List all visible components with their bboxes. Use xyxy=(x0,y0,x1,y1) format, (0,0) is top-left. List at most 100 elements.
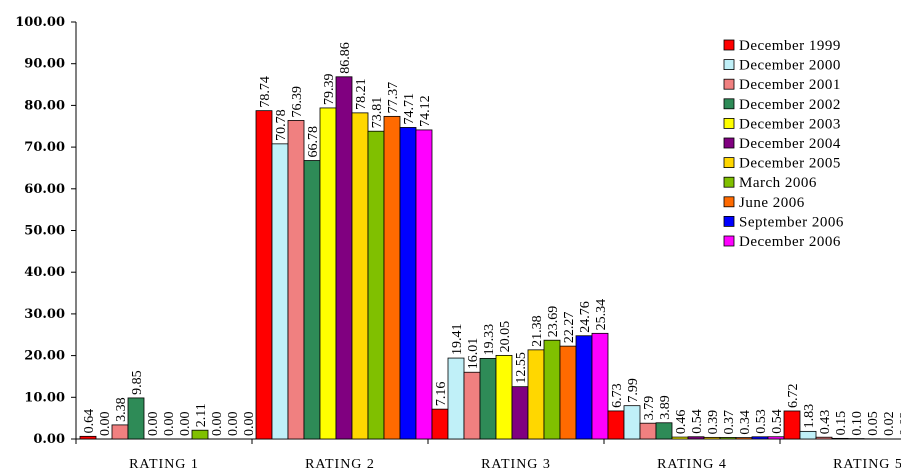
bar xyxy=(831,437,849,440)
data-label: 0.05 xyxy=(866,411,881,436)
y-tick-label: 70.00 xyxy=(24,140,65,155)
legend: December 1999 December 2000 December 2001 D… xyxy=(723,38,844,250)
data-label: 0.15 xyxy=(834,411,849,436)
bar xyxy=(335,76,353,440)
data-label: 16.01 xyxy=(466,338,481,370)
bars xyxy=(79,76,901,440)
data-label: 0.00 xyxy=(178,412,193,437)
data-label: 0.00 xyxy=(146,412,161,437)
legend-label: June 2006 xyxy=(739,195,805,211)
data-label: 70.78 xyxy=(274,109,289,141)
data-label: 0.39 xyxy=(706,410,721,435)
data-label: 0.00 xyxy=(162,412,177,437)
data-label: 66.78 xyxy=(306,126,321,158)
bar xyxy=(719,437,737,440)
bar xyxy=(319,107,337,440)
data-label: 78.74 xyxy=(258,76,273,108)
data-label: 23.69 xyxy=(546,306,561,338)
legend-swatch xyxy=(723,235,735,247)
data-label: 24.76 xyxy=(578,301,593,333)
category-label: RATING 5 xyxy=(833,457,901,471)
bar xyxy=(543,339,561,440)
data-label: 0.53 xyxy=(754,409,769,434)
data-label: 2.11 xyxy=(194,403,209,427)
legend-label: December 2001 xyxy=(739,77,841,93)
bar xyxy=(655,422,673,440)
legend-label: December 2006 xyxy=(739,234,841,250)
bar xyxy=(559,345,577,440)
legend-label: September 2006 xyxy=(739,214,844,230)
data-label: 1.83 xyxy=(802,404,817,429)
data-label: 0.00 xyxy=(210,412,225,437)
data-label: 19.33 xyxy=(482,324,497,356)
bar xyxy=(191,429,209,440)
data-label: 74.12 xyxy=(418,95,433,127)
bar xyxy=(703,436,721,440)
legend-label: March 2006 xyxy=(739,175,817,191)
bar xyxy=(767,436,785,440)
category-label: RATING 2 xyxy=(305,457,375,471)
legend-label: December 2004 xyxy=(739,136,841,152)
data-label: 20.05 xyxy=(498,321,513,353)
bar xyxy=(479,357,497,440)
bar xyxy=(591,332,609,440)
y-tick-label: 30.00 xyxy=(24,307,65,322)
bar xyxy=(751,436,769,440)
y-tick-label: 50.00 xyxy=(24,224,65,239)
bar xyxy=(687,436,705,440)
y-tick-label: 20.00 xyxy=(24,349,65,364)
bar xyxy=(415,129,433,440)
bar xyxy=(255,110,273,440)
legend-swatch xyxy=(723,118,735,129)
data-label: 86.86 xyxy=(338,42,353,74)
data-label: 25.34 xyxy=(594,299,609,331)
bar xyxy=(127,397,145,440)
bar xyxy=(383,115,401,440)
legend-swatch xyxy=(723,39,735,51)
legend-swatch xyxy=(723,98,735,110)
bar xyxy=(799,430,817,440)
bar xyxy=(79,435,97,440)
bar xyxy=(607,410,625,440)
data-label: 73.81 xyxy=(370,97,385,129)
data-label: 76.39 xyxy=(290,86,305,118)
data-label: 19.41 xyxy=(450,324,465,356)
data-label: 0.54 xyxy=(690,409,705,434)
bar xyxy=(527,349,545,440)
data-label: 6.72 xyxy=(786,383,801,408)
y-tick-label: 40.00 xyxy=(24,265,65,280)
y-tick-label: 80.00 xyxy=(24,98,65,113)
bar xyxy=(111,424,129,440)
data-label: 0.43 xyxy=(818,410,833,435)
category-label: RATING 3 xyxy=(481,457,551,471)
bar xyxy=(623,405,641,440)
legend-swatch xyxy=(723,196,735,208)
legend-label: December 2005 xyxy=(739,156,841,172)
data-label: 3.38 xyxy=(114,397,129,422)
legend-swatch xyxy=(723,157,735,169)
data-label: 0.00 xyxy=(242,412,257,437)
bar xyxy=(815,436,833,440)
data-label: 3.79 xyxy=(642,396,657,421)
y-axis: 0.00 10.00 20.00 30.00 40.00 50.00 60.00 70.00 8… xyxy=(15,15,77,447)
data-label: 7.16 xyxy=(434,382,449,407)
data-label: 0.46 xyxy=(674,410,689,435)
bar xyxy=(671,436,689,440)
data-label: 0.10 xyxy=(850,411,865,436)
data-label: 77.37 xyxy=(386,82,401,114)
bar xyxy=(351,112,369,440)
legend-label: December 1999 xyxy=(739,38,841,54)
y-tick-label: 60.00 xyxy=(24,182,65,197)
bar xyxy=(447,357,465,440)
legend-swatch xyxy=(723,137,735,149)
data-label: 22.27 xyxy=(562,312,577,344)
bar xyxy=(399,127,417,440)
legend-swatch xyxy=(723,78,735,90)
legend-swatch xyxy=(723,215,735,227)
bar xyxy=(431,408,449,440)
bar xyxy=(511,386,529,440)
bar xyxy=(303,160,321,440)
bar xyxy=(495,354,513,440)
data-label: 21.38 xyxy=(530,315,545,347)
